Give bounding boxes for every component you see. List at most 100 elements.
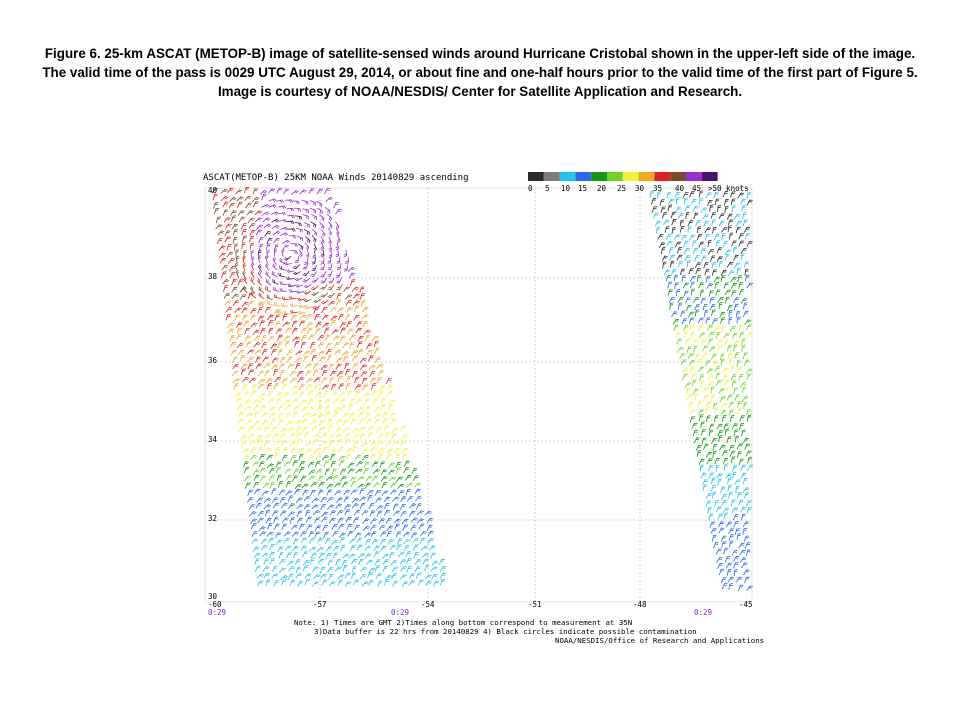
wind-barb	[292, 328, 298, 333]
wind-barb	[741, 199, 746, 205]
wind-barb	[393, 511, 400, 516]
wind-barb	[711, 387, 714, 394]
wind-barb	[731, 500, 736, 506]
wind-barb	[315, 518, 320, 524]
wind-barb	[287, 208, 294, 211]
wind-barb	[288, 561, 295, 566]
wind-barb	[307, 525, 313, 530]
wind-barb	[362, 443, 369, 447]
wind-barb	[721, 403, 727, 408]
wind-barb	[229, 197, 236, 201]
right-wind-swath	[650, 191, 753, 591]
wind-barb	[404, 539, 411, 544]
wind-barb	[344, 497, 350, 502]
wind-barb	[401, 497, 407, 502]
wind-barb	[254, 405, 260, 410]
wind-barb	[655, 221, 661, 226]
wind-barb	[730, 541, 734, 548]
wind-barb	[365, 540, 371, 545]
wind-barb	[722, 542, 727, 548]
wind-barb	[358, 407, 364, 412]
wind-barb	[316, 400, 323, 404]
wind-barb	[703, 304, 707, 310]
wind-barb	[311, 222, 316, 228]
wind-barb	[338, 580, 343, 586]
wind-barb	[262, 350, 267, 356]
wind-barb	[269, 413, 276, 418]
wind-barb	[719, 214, 725, 219]
wind-barb	[725, 339, 729, 345]
wind-barb	[313, 364, 318, 370]
wind-barb	[407, 483, 413, 488]
wind-barb	[695, 310, 699, 316]
wind-barb	[672, 269, 677, 275]
wind-barb	[404, 461, 410, 467]
wind-barb	[271, 365, 278, 369]
wind-barb	[251, 262, 254, 270]
wind-barb	[695, 354, 700, 360]
wind-barb	[292, 476, 298, 481]
wind-barb	[284, 538, 291, 543]
wind-barb	[709, 514, 714, 520]
wind-barb	[285, 469, 291, 474]
wind-barb	[280, 266, 286, 271]
wind-barb	[680, 220, 684, 226]
wind-barb	[354, 315, 360, 320]
wind-barb	[290, 378, 296, 383]
wind-barb	[305, 442, 312, 447]
wind-barb	[337, 308, 344, 313]
wind-barb	[290, 456, 296, 461]
wind-barb	[374, 407, 381, 412]
wind-barb	[684, 332, 688, 338]
wind-barb	[302, 552, 308, 557]
wind-barb	[279, 560, 285, 565]
wind-barb	[321, 257, 324, 264]
wind-barb	[381, 398, 386, 404]
wind-barb	[258, 271, 262, 278]
wind-barb	[741, 507, 747, 512]
wind-barb	[297, 439, 302, 445]
wind-barb	[243, 449, 250, 453]
wind-barb	[332, 524, 338, 529]
wind-barb	[276, 200, 284, 203]
wind-barb	[344, 356, 349, 362]
wind-barb	[312, 235, 316, 242]
wind-barb	[338, 447, 344, 452]
wind-barb	[213, 194, 218, 200]
wind-barb	[246, 420, 253, 425]
wind-barb	[427, 525, 433, 530]
wind-barb	[742, 205, 746, 211]
wind-barb	[344, 505, 350, 510]
wind-barb	[743, 220, 748, 226]
wind-barb	[734, 263, 740, 268]
wind-barb	[325, 412, 331, 417]
wind-barb	[396, 468, 401, 474]
wind-barb	[331, 449, 338, 454]
wind-barb	[352, 498, 359, 502]
wind-barb	[364, 330, 371, 334]
wind-barb	[259, 527, 266, 531]
wind-barb	[301, 546, 307, 551]
wind-barb	[699, 283, 705, 289]
wind-barb	[311, 292, 318, 296]
wind-barb	[278, 212, 286, 215]
wind-barb	[729, 535, 734, 541]
wind-barb	[311, 271, 317, 276]
wind-barb	[400, 511, 407, 516]
wind-barb	[316, 469, 323, 474]
wind-barb	[728, 353, 733, 359]
wind-barb	[733, 556, 739, 561]
wind-barb	[744, 303, 748, 310]
wind-barb	[366, 344, 372, 349]
wind-barb	[316, 322, 322, 327]
wind-barb	[216, 225, 223, 230]
wind-barb	[688, 312, 694, 317]
wind-barb	[432, 574, 438, 579]
wind-barb	[377, 511, 382, 516]
wind-barb	[331, 384, 336, 390]
wind-barb	[292, 399, 299, 403]
wind-barb	[230, 342, 236, 347]
wind-barb	[292, 532, 299, 537]
wind-barb	[715, 416, 719, 423]
wind-barb	[736, 577, 742, 582]
